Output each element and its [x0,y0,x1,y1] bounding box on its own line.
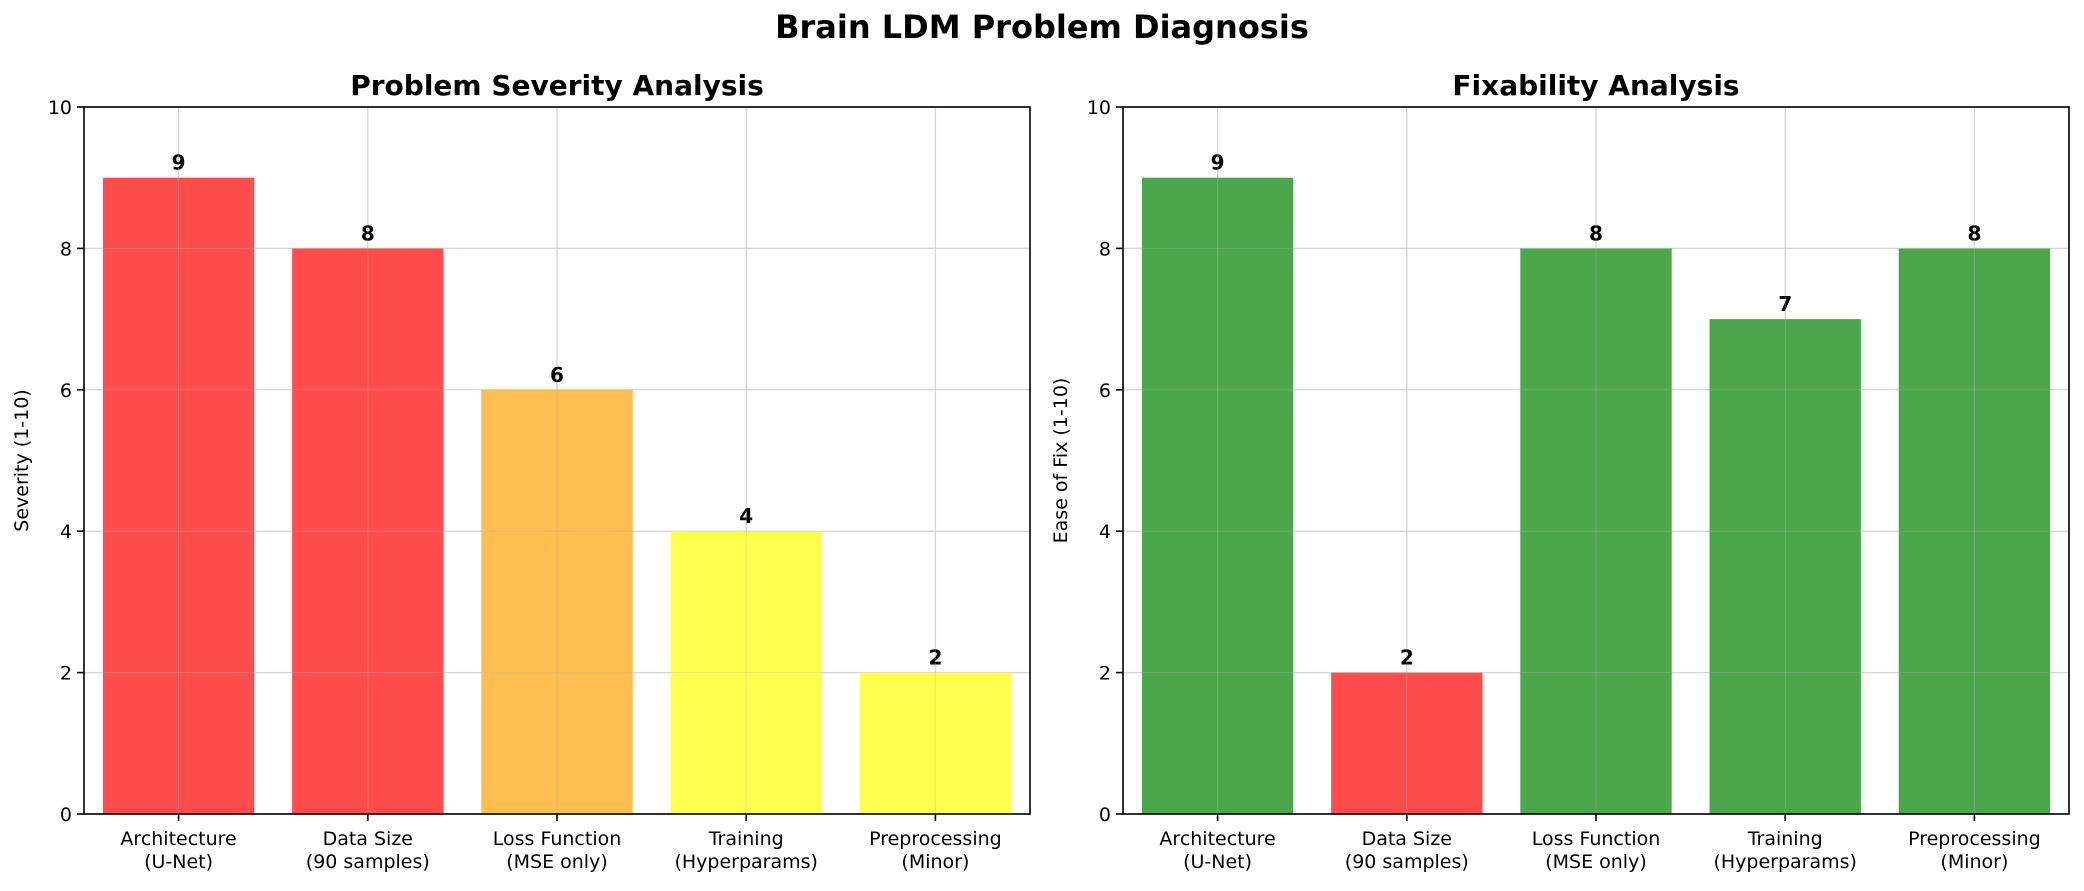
x-tick-label-line: (Minor) [1940,851,2008,873]
x-tick-label-line: Training [708,828,784,850]
bar-value-label: 7 [1778,292,1792,316]
y-tick-label: 8 [60,238,72,260]
bar [481,389,633,814]
x-tick-label-line: (Hyperparams) [674,851,817,873]
bar [1709,319,1861,814]
y-axis-label: Severity (1-10) [11,389,33,531]
y-tick-label: 0 [60,804,72,826]
y-tick-label: 6 [60,380,72,402]
y-axis-label: Ease of Fix (1-10) [1050,378,1072,544]
x-tick-label-line: (90 samples) [1345,851,1469,873]
chart-panel-2: 9 2 8 7 8 0 2 4 6 8 10 Architecture (U-Net) Data Size… [1050,69,2070,873]
figure-title: Brain LDM Problem Diagnosis [775,8,1309,46]
bar [1520,248,1672,814]
bar-value-label: 4 [739,504,753,528]
bar [1331,672,1483,814]
x-tick-label: Data Size (90 samples) [306,828,430,873]
x-tick-label: Preprocessing (Minor) [1908,828,2041,873]
y-tick-label: 4 [60,521,72,543]
x-tick-label: Architecture (U-Net) [1159,828,1275,873]
x-tick-label-line: Training [1747,828,1823,850]
bar-value-label: 9 [172,151,186,175]
x-tick-label: Loss Function (MSE only) [1532,828,1661,873]
bar [102,177,255,814]
x-tick-label-line: Data Size [1362,828,1452,850]
bar-value-label: 8 [1967,221,1981,245]
bar-value-label: 9 [1211,151,1225,175]
chart-panel-1: 9 8 6 4 2 0 2 4 6 8 10 Architecture (U-Net) Data Size… [11,69,1031,873]
x-tick-label-line: (Minor) [901,851,969,873]
y-tick-label: 6 [1099,380,1111,402]
y-tick-label: 0 [1099,804,1111,826]
x-tick-label-line: (Hyperparams) [1713,851,1856,873]
y-tick-label: 4 [1099,521,1111,543]
x-tick-label: Loss Function (MSE only) [493,828,622,873]
chart-title: Fixability Analysis [1452,69,1739,102]
x-tick-label: Training (Hyperparams) [1713,828,1856,873]
bar-value-label: 2 [1400,646,1414,670]
bar [670,531,822,814]
x-tick-label: Training (Hyperparams) [674,828,817,873]
x-tick-label-line: Preprocessing [1908,828,2041,850]
y-tick-label: 10 [48,97,72,119]
x-tick-label: Architecture (U-Net) [120,828,236,873]
y-tick-label: 10 [1087,97,1111,119]
x-tick-label-line: (90 samples) [306,851,430,873]
chart-title: Problem Severity Analysis [350,69,764,102]
x-tick-label-line: Loss Function [493,828,622,850]
bar [1898,248,2051,814]
x-tick-label-line: (U-Net) [144,851,213,873]
bar-value-label: 6 [550,363,564,387]
x-tick-label-line: Preprocessing [869,828,1002,850]
x-tick-label-line: Data Size [323,828,413,850]
x-tick-label-line: (MSE only) [1545,851,1647,873]
bar [859,672,1012,814]
y-tick-label: 2 [1099,663,1111,685]
y-tick-label: 2 [60,663,72,685]
bar-value-label: 8 [1589,221,1603,245]
bar [1141,177,1294,814]
x-tick-label-line: (MSE only) [506,851,608,873]
x-tick-label-line: Architecture [120,828,236,850]
bar-value-label: 2 [928,646,942,670]
bar [292,248,444,814]
x-tick-label: Preprocessing (Minor) [869,828,1002,873]
x-tick-label-line: Architecture [1159,828,1275,850]
x-tick-label-line: Loss Function [1532,828,1661,850]
x-tick-label: Data Size (90 samples) [1345,828,1469,873]
bar-value-label: 8 [361,221,375,245]
x-tick-label-line: (U-Net) [1183,851,1252,873]
y-tick-label: 8 [1099,238,1111,260]
